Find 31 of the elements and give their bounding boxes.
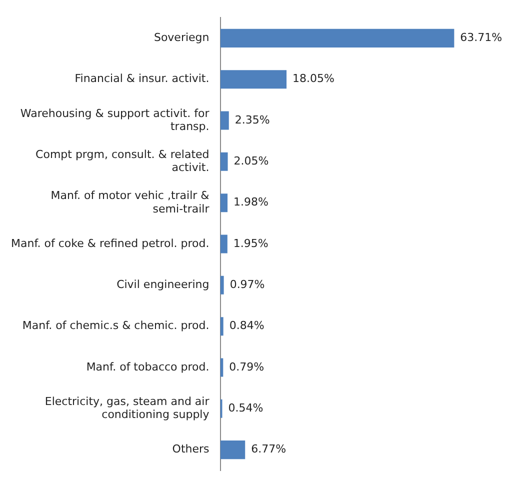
bar xyxy=(220,111,229,130)
y-tick-label: Warehousing & support activit. for transp. xyxy=(20,106,210,133)
y-tick-label: Civil engineering xyxy=(116,278,210,292)
data-label: 0.54% xyxy=(228,402,264,415)
y-tick-label: Manf. of coke & refined petrol. prod. xyxy=(10,236,210,250)
y-tick-label: Compt prgm, consult. & related activit. xyxy=(36,148,210,174)
y-tick-label: Others xyxy=(172,442,210,456)
y-tick-label: Manf. of chemic.s & chemic. prod. xyxy=(22,319,210,332)
y-tick-label: Electricity, gas, steam and air conditioning supply xyxy=(44,394,210,422)
data-label: 0.97% xyxy=(230,278,265,292)
data-label: 2.35% xyxy=(234,113,270,126)
y-tick-label: Financial & insur. activit. xyxy=(74,72,210,86)
data-label: 63.71% xyxy=(460,31,502,44)
data-label: 1.95% xyxy=(233,236,268,250)
bar xyxy=(220,440,246,460)
bar xyxy=(220,28,454,48)
data-label: 18.05% xyxy=(292,72,334,86)
data-label: 0.84% xyxy=(229,319,264,332)
bar xyxy=(220,70,287,89)
bar xyxy=(220,194,228,212)
y-tick-label: Soveriegn xyxy=(154,31,210,44)
y-tick-label: Manf. of motor vehic ,trailr & semi-trailr xyxy=(50,189,210,216)
bar xyxy=(220,152,228,171)
data-label: 0.79% xyxy=(229,360,264,374)
bar xyxy=(220,276,224,294)
data-label: 2.05% xyxy=(234,154,269,168)
data-label: 6.77% xyxy=(251,442,286,456)
bar xyxy=(220,234,228,254)
y-tick-label: Manf. of tobacco prod. xyxy=(86,360,210,374)
bar xyxy=(220,317,224,336)
data-label: 1.98% xyxy=(234,196,268,209)
